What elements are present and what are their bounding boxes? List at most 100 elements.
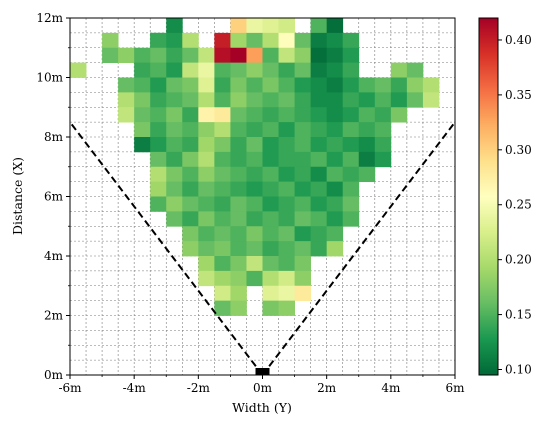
heatmap-cell [422, 92, 440, 108]
heatmap-cell [182, 151, 199, 168]
y-tick-label: 0m [44, 368, 64, 382]
heatmap-cell [214, 151, 231, 168]
heatmap-cell [166, 77, 183, 93]
heatmap-cell [246, 77, 263, 93]
heatmap-cell [150, 196, 167, 212]
heatmap-cell [294, 166, 312, 183]
heatmap-cell [310, 18, 328, 34]
heatmap-cell [246, 241, 263, 257]
heatmap-cell [326, 211, 344, 227]
heatmap-cell [262, 211, 279, 227]
heatmap-cell [214, 77, 231, 93]
heatmap-cell [182, 92, 199, 108]
heatmap-cell [246, 137, 263, 153]
x-axis-label: Width (Y) [232, 400, 292, 415]
heatmap-cell [262, 270, 279, 287]
heatmap-cell [358, 92, 376, 108]
heatmap-cell [294, 241, 312, 257]
heatmap-cell [262, 226, 279, 242]
heatmap-cell [278, 166, 295, 183]
heatmap-cell [182, 62, 199, 78]
heatmap-cell [166, 151, 183, 168]
heatmap-cell [166, 211, 183, 227]
heatmap-cell [374, 137, 392, 153]
heatmap-cell [294, 32, 312, 49]
heatmap-cell [310, 77, 328, 93]
heatmap-cell [246, 107, 263, 123]
x-tick-label: 6m [445, 381, 465, 395]
colorbar-tick-label: 0.20 [505, 253, 532, 267]
heatmap-cell [326, 62, 344, 78]
heatmap-cell [230, 196, 247, 212]
heatmap-cell [262, 32, 279, 49]
heatmap-cell [326, 47, 344, 64]
heatmap-cell [166, 166, 183, 183]
heatmap-cell [182, 166, 199, 183]
heatmap-cell [198, 62, 215, 78]
heatmap-cell [310, 196, 328, 212]
colorbar-tick-label: 0.15 [505, 308, 532, 322]
heatmap-cell [326, 18, 344, 34]
heatmap-cell [278, 300, 295, 316]
heatmap-cell [342, 77, 360, 93]
heatmap-cell [310, 137, 328, 153]
heatmap-cell [198, 211, 215, 227]
heatmap-cell [246, 92, 263, 108]
heatmap-cell [182, 211, 199, 227]
heatmap-cell [342, 196, 360, 212]
axis-ticks [66, 17, 456, 379]
heatmap-cell [230, 77, 247, 93]
heatmap-cell [70, 62, 87, 78]
heatmap-cell [294, 47, 312, 64]
heatmap-cell [214, 137, 231, 153]
heatmap-cell [262, 256, 279, 272]
heatmap-cell [390, 77, 408, 93]
x-tick-label: 2m [317, 381, 337, 395]
heatmap-cell [166, 137, 183, 153]
heatmap-cell [230, 256, 247, 272]
heatmap-cell [262, 285, 279, 302]
heatmap-cell [134, 77, 151, 93]
colorbar-ticks: 0.10 0.15 0.20 0.25 0.30 0.35 0.40 [498, 33, 532, 377]
heatmap-cell [198, 107, 215, 123]
fov-right-edge [261, 121, 455, 375]
heatmap-cell [326, 137, 344, 153]
heatmap-cell [166, 181, 183, 197]
heatmap-cell [214, 62, 231, 78]
heatmap-cell [118, 92, 135, 108]
heatmap-cell [294, 151, 312, 168]
heatmap-cell [342, 166, 360, 183]
colorbar-tick-label: 0.40 [505, 33, 532, 47]
heatmap-cell [310, 151, 328, 168]
heatmap-cell [278, 77, 295, 93]
heatmap-cell [294, 77, 312, 93]
heatmap-cell [246, 18, 263, 34]
heatmap-cells [70, 18, 440, 316]
heatmap-cell [326, 151, 344, 168]
heatmap-cell [262, 62, 279, 78]
heatmap-cell [262, 47, 279, 64]
heatmap-cell [246, 151, 263, 168]
heatmap-cell [230, 137, 247, 153]
heatmap-cell [230, 166, 247, 183]
heatmap-cell [134, 122, 151, 138]
heatmap-cell [230, 151, 247, 168]
colorbar-gradient [478, 17, 499, 376]
heatmap-cell [246, 211, 263, 227]
heatmap-cell [390, 107, 408, 123]
heatmap-cell [198, 241, 215, 257]
heatmap-cell [230, 226, 247, 242]
heatmap-cell [214, 107, 231, 123]
heatmap-cell [406, 77, 424, 93]
heatmap-cell [262, 151, 279, 168]
x-tick-label: -4m [123, 381, 147, 395]
heatmap-cell [102, 47, 119, 64]
heatmap-cell [230, 107, 247, 123]
heatmap-cell [294, 211, 312, 227]
heatmap-cell [182, 241, 199, 257]
heatmap-cell [134, 92, 151, 108]
heatmap-cell [278, 256, 295, 272]
heatmap-cell [294, 122, 312, 138]
heatmap-cell [358, 122, 376, 138]
